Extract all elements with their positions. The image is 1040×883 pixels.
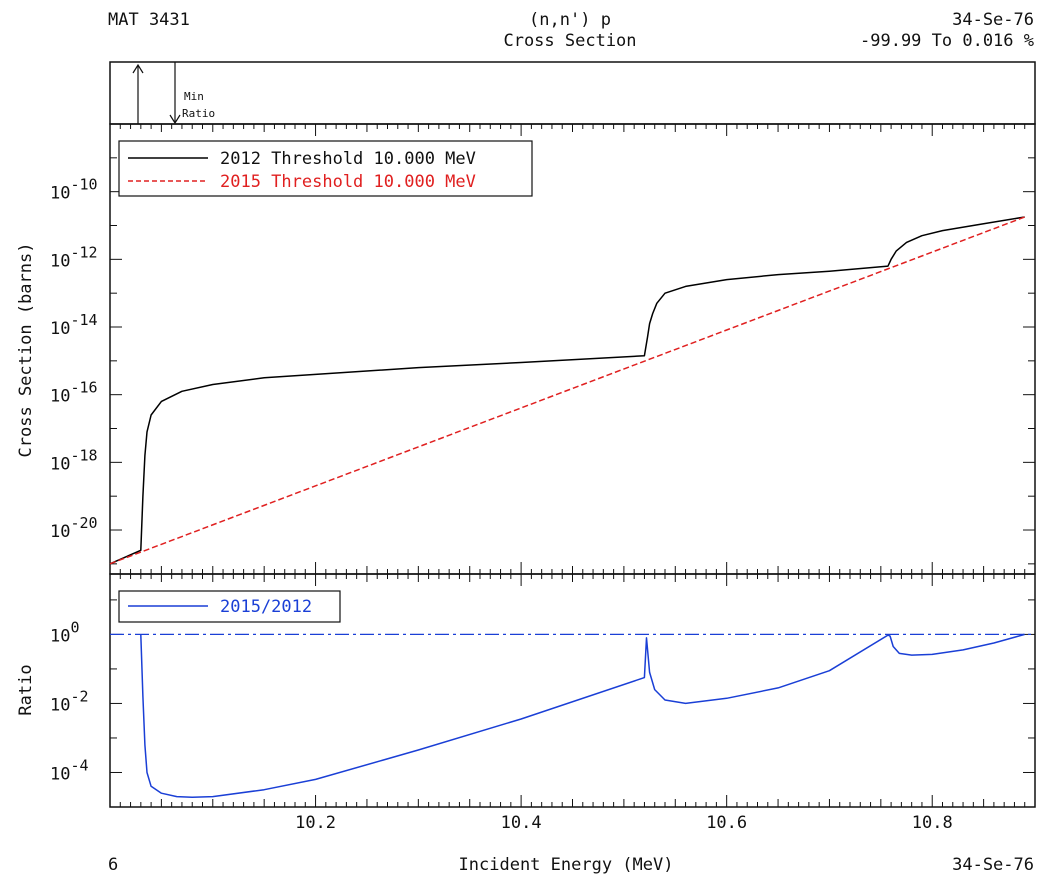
series-2012-line bbox=[109, 216, 1025, 565]
mat-label: MAT 3431 bbox=[108, 10, 190, 30]
min-label: Min bbox=[184, 90, 204, 103]
cross-section-ylabel: Cross Section (barns) bbox=[16, 243, 36, 458]
ratio-ylabel: Ratio bbox=[16, 664, 36, 715]
x-tick-label: 10.4 bbox=[501, 813, 542, 833]
y-tick-label: 10-14 bbox=[50, 311, 98, 339]
footer-page: 6 bbox=[108, 855, 118, 875]
ratio-y-tick-label: 10-2 bbox=[50, 687, 89, 715]
legend-label-2012: 2012 Threshold 10.000 MeV bbox=[220, 149, 476, 169]
x-tick-label: 10.8 bbox=[912, 813, 953, 833]
footer-nuclide: 34-Se-76 bbox=[952, 855, 1034, 875]
y-tick-label: 10-18 bbox=[50, 446, 98, 474]
reaction-label: (n,n') p bbox=[529, 10, 611, 30]
ratio-y-tick-label: 100 bbox=[50, 618, 80, 646]
ratio-y-tick-label: 10-4 bbox=[50, 756, 89, 784]
series-ratio-line bbox=[140, 633, 1025, 799]
quantity-label: Cross Section bbox=[503, 31, 637, 51]
x-axis-label: Incident Energy (MeV) bbox=[459, 855, 674, 875]
cross-section-legend: 2012 Threshold 10.000 MeV 2015 Threshold… bbox=[118, 140, 533, 197]
y-tick-label: 10-20 bbox=[50, 514, 98, 542]
ratio-small-label: Ratio bbox=[182, 107, 215, 120]
y-tick-label: 10-16 bbox=[50, 379, 98, 407]
ratio-range-header: -99.99 To 0.016 % bbox=[860, 31, 1034, 51]
series-2015-line bbox=[109, 216, 1025, 565]
y-tick-label: 10-10 bbox=[50, 176, 98, 204]
minratio-panel bbox=[109, 61, 1036, 125]
ratio-legend: 2015/2012 bbox=[118, 590, 341, 623]
nuclide-header: 34-Se-76 bbox=[952, 10, 1034, 30]
min-arrow-head bbox=[169, 114, 181, 125]
legend-label-ratio: 2015/2012 bbox=[220, 597, 312, 617]
y-tick-label: 10-12 bbox=[50, 243, 98, 271]
max-arrow-head bbox=[132, 63, 144, 74]
x-tick-label: 10.6 bbox=[706, 813, 747, 833]
legend-label-2015: 2015 Threshold 10.000 MeV bbox=[220, 172, 476, 192]
x-tick-label: 10.2 bbox=[295, 813, 336, 833]
